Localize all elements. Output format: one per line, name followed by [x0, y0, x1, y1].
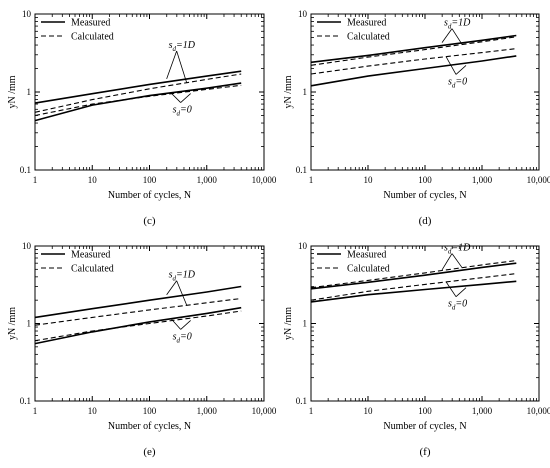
- annotation-leader: [445, 281, 457, 297]
- y-tick-label: 0.1: [20, 165, 31, 175]
- x-tick-label: 100: [143, 175, 157, 185]
- legend-label-measured: Measured: [347, 250, 386, 261]
- annotation-leader: [180, 320, 191, 330]
- x-tick-label: 10,000: [252, 406, 277, 416]
- annotation-sd-1d: sd=1D: [444, 243, 471, 256]
- plot-frame: [34, 13, 265, 171]
- annotation-leader: [455, 65, 467, 75]
- annotation-sd-0: sd=0: [448, 76, 467, 89]
- y-tick-label: 10: [298, 241, 308, 251]
- series-line-calculated-sd1d: [310, 259, 517, 289]
- y-tick-label: 10: [298, 9, 308, 19]
- annotation-sd-1d: sd=1D: [444, 18, 471, 31]
- y-axis-title: yN /mm: [283, 75, 294, 108]
- x-tick-label: 1: [309, 175, 314, 185]
- panel-label: (f): [420, 446, 431, 458]
- x-tick-label: 1: [33, 406, 38, 416]
- legend-label-calculated: Calculated: [347, 32, 390, 43]
- x-tick-label: 10: [364, 175, 374, 185]
- y-axis-title: yN /mm: [283, 307, 294, 340]
- series-line-calculated-sd0: [34, 84, 242, 117]
- y-tick-label: 10: [22, 241, 32, 251]
- annotation-sd-0: sd=0: [173, 331, 192, 344]
- x-axis-title: Number of cycles, N: [383, 190, 466, 201]
- y-tick-label: 0.1: [20, 396, 31, 406]
- y-tick-label: 1: [303, 87, 308, 97]
- annotation-leader: [445, 56, 457, 75]
- panel-label: (d): [419, 215, 432, 227]
- series-line-measured-sd1d: [310, 34, 517, 64]
- legend-label-calculated: Calculated: [347, 264, 390, 275]
- legend-label-calculated: Calculated: [71, 32, 114, 43]
- annotation-leader: [176, 50, 188, 83]
- legend-label-calculated: Calculated: [71, 264, 114, 275]
- series-line-measured-sd0: [34, 82, 242, 122]
- series-line-measured-sd1d: [34, 70, 242, 104]
- series-line-measured-sd1d: [310, 262, 517, 290]
- x-tick-label: 1,000: [197, 175, 218, 185]
- x-tick-label: 10: [88, 175, 98, 185]
- x-tick-label: 100: [418, 406, 432, 416]
- annotation-leader: [455, 287, 467, 297]
- annotation-leader: [170, 92, 181, 103]
- annotation-leader: [176, 280, 188, 306]
- series-line-calculated-sd1d: [34, 297, 242, 326]
- annotation-leader: [451, 253, 463, 268]
- y-tick-label: 0.1: [296, 165, 307, 175]
- legend-label-measured: Measured: [71, 250, 110, 261]
- plot-frame: [310, 245, 540, 402]
- x-tick-label: 1,000: [197, 406, 218, 416]
- x-tick-label: 10,000: [527, 175, 550, 185]
- annotation-leader: [441, 28, 453, 43]
- annotation-sd-0: sd=0: [173, 105, 192, 118]
- x-tick-label: 1,000: [472, 406, 493, 416]
- x-tick-label: 10: [364, 406, 374, 416]
- annotation-leader: [166, 50, 178, 80]
- series-line-calculated-sd1d: [310, 36, 517, 66]
- series-line-measured-sd0: [310, 55, 517, 87]
- y-axis-title: yN /mm: [7, 307, 18, 340]
- annotation-leader: [166, 280, 177, 295]
- series-line-measured-sd0: [34, 306, 242, 345]
- x-axis-title: Number of cycles, N: [383, 421, 466, 432]
- y-axis-title: yN /mm: [7, 75, 18, 108]
- series-line-measured-sd0: [310, 280, 517, 303]
- annotation-leader: [451, 28, 463, 45]
- annotation-sd-1d: sd=1D: [169, 270, 196, 283]
- panel-label: (e): [143, 446, 156, 458]
- annotation-leader: [170, 317, 181, 330]
- x-tick-label: 10,000: [252, 175, 277, 185]
- x-tick-label: 1: [309, 406, 314, 416]
- series-line-calculated-sd0: [310, 273, 517, 301]
- annotation-leader: [441, 253, 453, 271]
- x-tick-label: 100: [418, 175, 432, 185]
- series-line-calculated-sd0: [310, 48, 517, 75]
- series-line-calculated-sd1d: [34, 73, 242, 113]
- x-tick-label: 1: [33, 175, 38, 185]
- x-tick-label: 10,000: [527, 406, 550, 416]
- y-tick-label: 1: [27, 319, 32, 329]
- annotation-sd-1d: sd=1D: [169, 40, 196, 53]
- x-tick-label: 100: [143, 406, 157, 416]
- legend-label-measured: Measured: [347, 18, 386, 29]
- x-axis-title: Number of cycles, N: [108, 190, 191, 201]
- y-tick-label: 1: [27, 87, 32, 97]
- annotation-leader: [180, 93, 191, 103]
- x-tick-label: 10: [88, 406, 98, 416]
- series-line-calculated-sd0: [34, 310, 242, 342]
- series-line-measured-sd1d: [34, 285, 242, 319]
- x-tick-label: 1,000: [472, 175, 493, 185]
- y-tick-label: 10: [22, 9, 32, 19]
- y-tick-label: 1: [303, 319, 308, 329]
- panel-label: (c): [143, 215, 156, 227]
- x-axis-title: Number of cycles, N: [108, 421, 191, 432]
- legend-label-measured: Measured: [71, 18, 110, 29]
- annotation-sd-0: sd=0: [448, 299, 467, 312]
- y-tick-label: 0.1: [296, 396, 307, 406]
